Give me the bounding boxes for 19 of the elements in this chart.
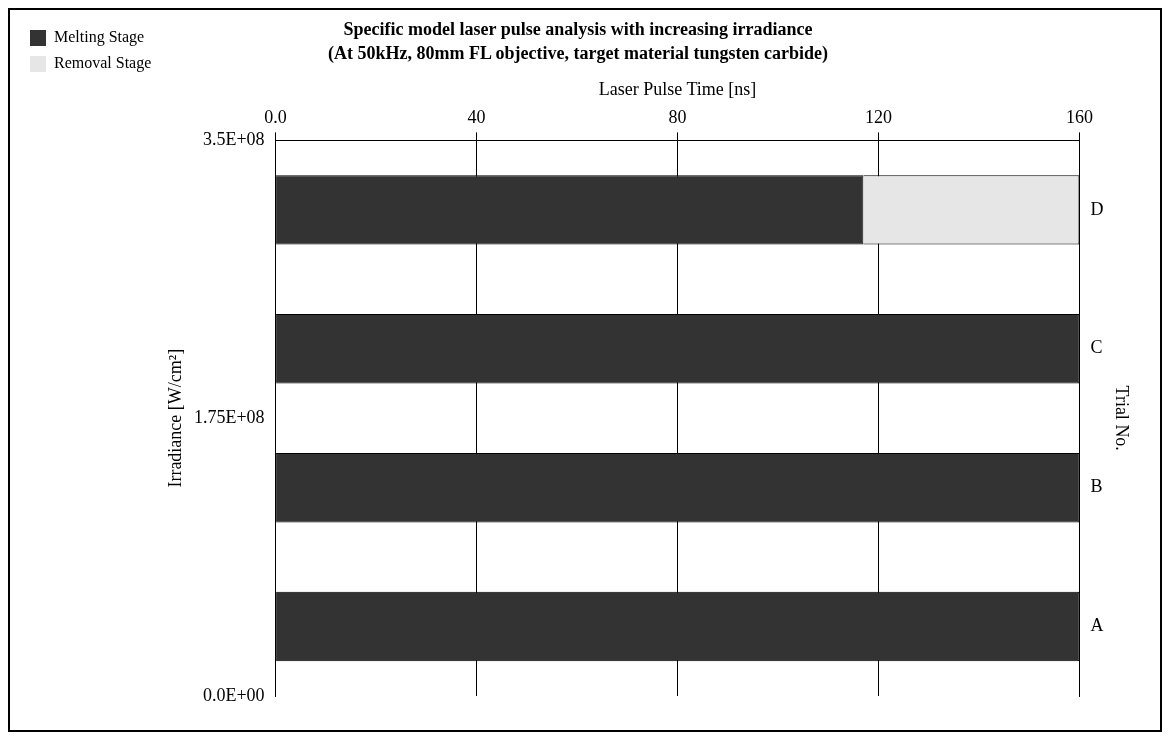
legend-label: Melting Stage (54, 28, 145, 47)
chart-subtitle: (At 50kHz, 80mm FL objective, target material tungsten carbide) (328, 43, 828, 65)
y-tick-label: A (1090, 615, 1104, 636)
y2-axis-title: Irradiance [W/cm²] (164, 348, 185, 488)
x-tick-label: 0.0 (264, 107, 287, 128)
chart-title: Specific model laser pulse analysis with increasing irradiance (343, 19, 813, 40)
legend-label: Removal Stage (54, 54, 152, 73)
y2-tick-label: 1.75E+08 (193, 406, 265, 427)
y-tick-label: B (1090, 476, 1103, 497)
x-tick-label: 160 (1065, 107, 1093, 128)
y-tick-label: C (1090, 337, 1103, 358)
x-tick-label: 120 (864, 107, 892, 128)
y-tick-label: D (1090, 198, 1104, 219)
y2-tick-label: 0.0E+00 (202, 684, 265, 705)
y2-tick-label: 3.5E+08 (202, 129, 265, 150)
x-tick-label: 40 (467, 107, 486, 128)
y-axis-title: Trial No. (1112, 385, 1133, 451)
x-axis-title: Laser Pulse Time [ns] (598, 78, 757, 99)
x-tick-label: 80 (668, 107, 687, 128)
